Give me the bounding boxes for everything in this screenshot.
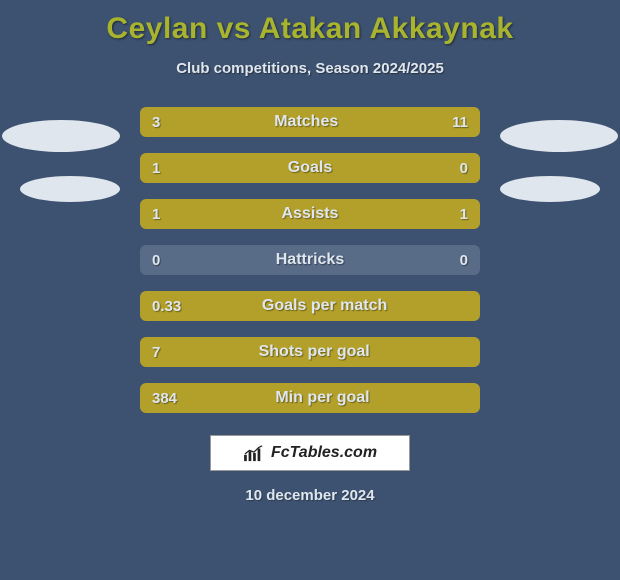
watermark-text: FcTables.com <box>271 444 377 462</box>
player-left-oval-1 <box>2 120 120 152</box>
stat-value-left: 0.33 <box>152 298 181 315</box>
stat-row: 0Hattricks0 <box>140 245 480 275</box>
player-right-oval-1 <box>500 120 618 152</box>
stats-list: 3Matches111Goals01Assists10Hattricks00.3… <box>140 107 480 413</box>
player-left-oval-2 <box>20 176 120 202</box>
stat-value-right: 0 <box>460 160 468 177</box>
stat-value-right: 0 <box>460 252 468 269</box>
player-right-oval-2 <box>500 176 600 202</box>
stat-label: Matches <box>160 113 452 131</box>
stat-value-left: 0 <box>152 252 160 269</box>
stat-value-right: 11 <box>452 114 468 131</box>
stat-value-left: 1 <box>152 206 160 223</box>
stat-label: Shots per goal <box>160 343 468 361</box>
stat-row: 1Assists1 <box>140 199 480 229</box>
stat-value-left: 1 <box>152 160 160 177</box>
stat-row: 1Goals0 <box>140 153 480 183</box>
stat-value-left: 384 <box>152 390 177 407</box>
stat-row: 384Min per goal <box>140 383 480 413</box>
stat-label: Min per goal <box>177 389 468 407</box>
stat-value-right: 1 <box>460 206 468 223</box>
subtitle: Club competitions, Season 2024/2025 <box>176 60 444 77</box>
stat-row: 0.33Goals per match <box>140 291 480 321</box>
stat-value-left: 7 <box>152 344 160 361</box>
stat-row: 3Matches11 <box>140 107 480 137</box>
stat-label: Hattricks <box>160 251 459 269</box>
date-text: 10 december 2024 <box>245 487 374 504</box>
stat-label: Goals per match <box>181 297 468 315</box>
stat-row: 7Shots per goal <box>140 337 480 367</box>
stat-label: Assists <box>160 205 459 223</box>
stat-value-left: 3 <box>152 114 160 131</box>
stat-label: Goals <box>160 159 459 177</box>
bars-icon <box>243 444 265 462</box>
watermark-badge: FcTables.com <box>210 435 410 471</box>
comparison-infographic: Ceylan vs Atakan Akkaynak Club competiti… <box>0 0 620 580</box>
page-title: Ceylan vs Atakan Akkaynak <box>106 12 513 46</box>
